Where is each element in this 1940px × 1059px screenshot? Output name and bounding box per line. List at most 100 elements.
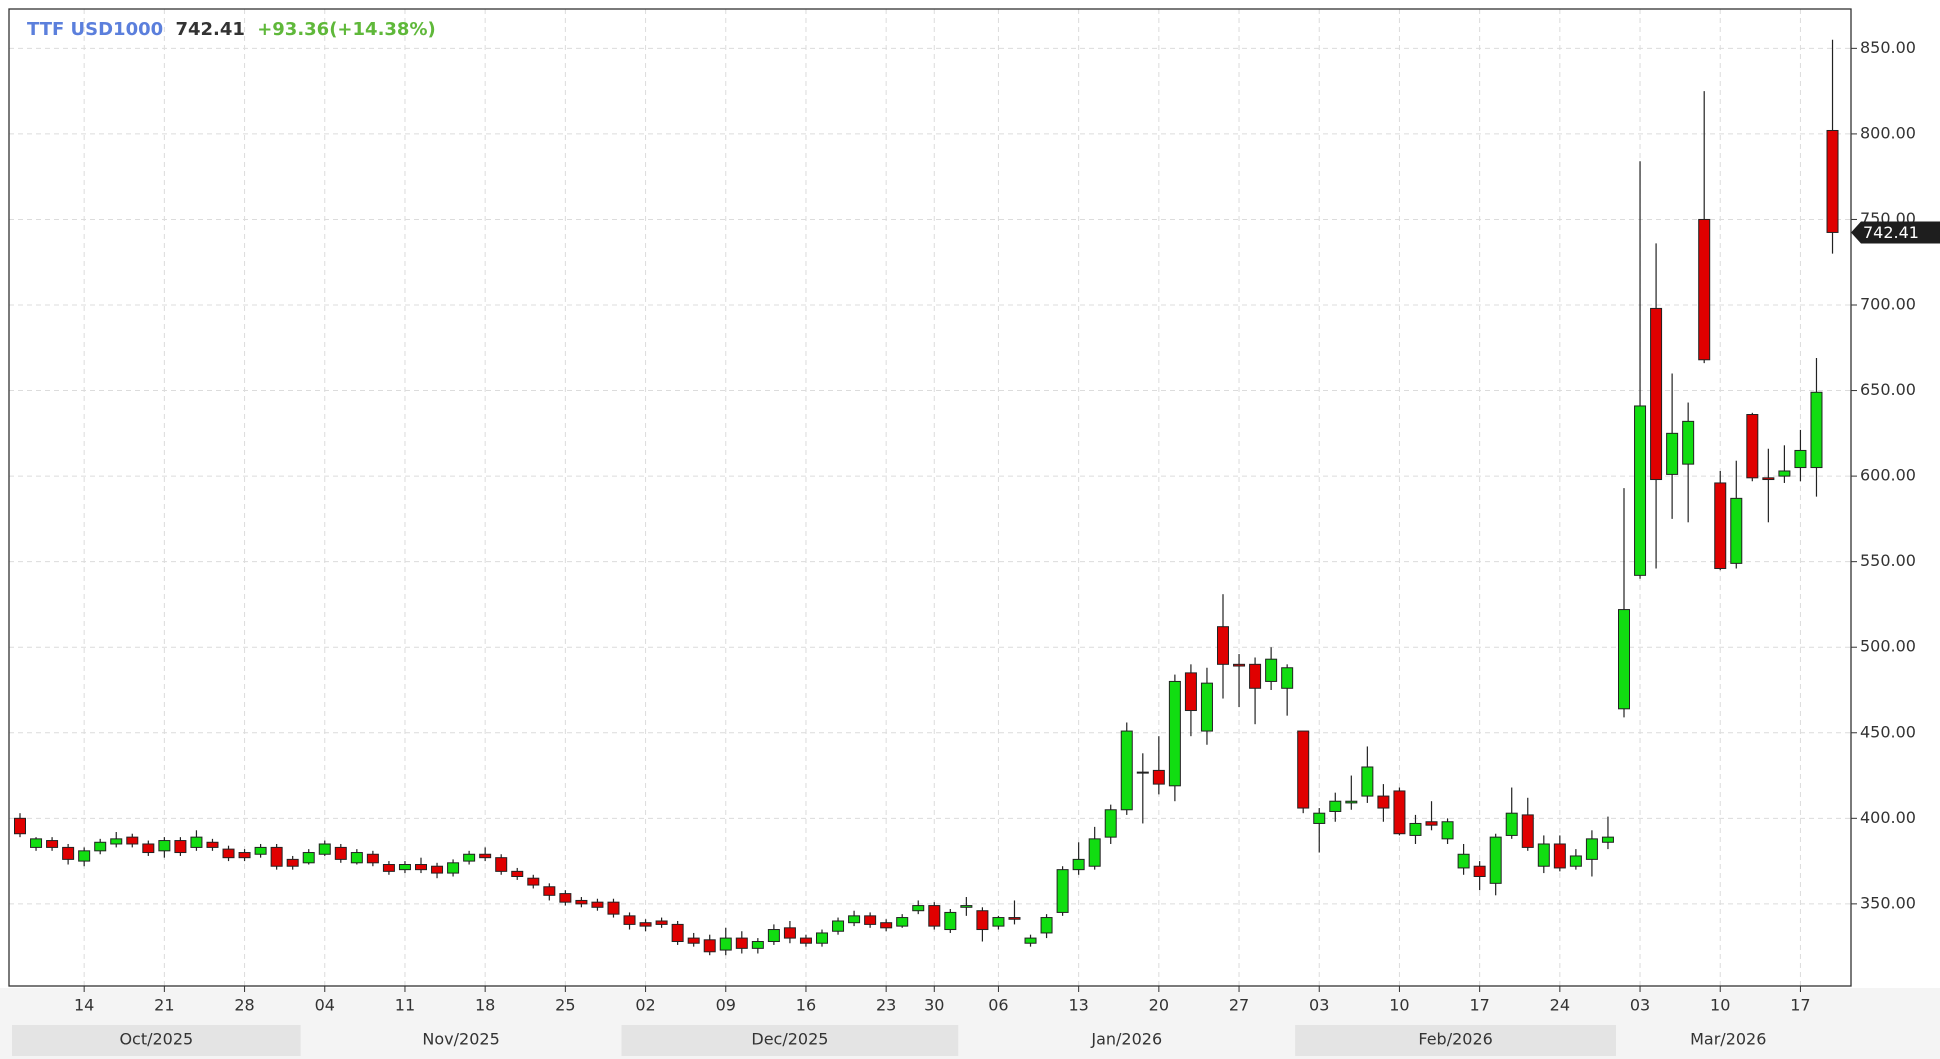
candle-body [992,917,1005,927]
x-tick-label: 10 [1389,996,1409,1015]
candle-body [447,862,460,874]
candle-body [62,846,75,860]
candle-body [783,927,796,939]
candle-body [222,848,235,859]
month-band [621,1025,959,1056]
candle-body [495,857,508,872]
candle-body [286,858,299,867]
header: TTF USD1000 742.41 +93.36(+14.38%) [27,19,436,40]
month-band [958,1025,1296,1056]
candle-body [46,840,59,848]
month-band [1615,1025,1841,1056]
candle-body [158,840,171,852]
price-tag [1851,221,1940,244]
candle-body [848,915,861,924]
candle-body [719,937,732,951]
y-tick-label: 550.00 [1860,551,1916,570]
month-band [300,1025,622,1056]
candle-body [639,922,652,927]
candle-body [366,853,379,864]
candle-body [142,843,155,854]
month-label: Feb/2026 [1418,1030,1492,1049]
candle-body [864,915,877,925]
candle-body [1425,821,1438,826]
candle-body [318,843,331,855]
candle-body [1441,821,1454,840]
candle-body [254,846,267,855]
y-tick-label: 400.00 [1860,808,1916,827]
candle-body [1634,405,1647,576]
candle-body [1265,658,1278,682]
candle-body [1184,672,1197,712]
candle-body [623,915,636,925]
candle-body [206,841,219,848]
candle-body [1666,432,1679,475]
candle-body [1650,307,1663,481]
x-tick-label: 21 [154,996,174,1015]
candle-body [527,877,540,886]
x-tick-label: 03 [1309,996,1329,1015]
y-tick-label: 650.00 [1860,380,1916,399]
x-tick-label: 17 [1790,996,1810,1015]
candle-body [1152,769,1165,785]
candle-body [751,941,764,949]
candle-body [1329,800,1342,812]
candle-body [1585,838,1598,860]
candle-body [1505,812,1518,836]
x-tick-label: 28 [234,996,254,1015]
candle-body [703,939,716,953]
candle-body [655,920,668,925]
candle-body [607,901,620,915]
candle-body [1200,682,1213,732]
candle-body [1168,680,1181,787]
x-tick-label: 06 [988,996,1008,1015]
x-tick-label: 02 [635,996,655,1015]
candle-body [1698,218,1711,361]
candle-body [880,922,893,929]
x-tick-label: 17 [1469,996,1489,1015]
candle-body [30,838,43,848]
candle-body [1120,730,1133,811]
candle-body [78,850,91,862]
x-tick-label: 03 [1630,996,1650,1015]
candle-body [912,905,925,912]
candle-body [832,920,845,932]
candle-body [559,893,572,903]
plot-frame [8,8,1852,987]
candle-body [1730,497,1743,564]
candle-body [1618,609,1630,710]
candle-body [334,846,347,860]
x-tick-label: 27 [1229,996,1249,1015]
candle-body [1762,477,1775,481]
x-tick-label: 20 [1149,996,1169,1015]
candle-body [1714,482,1727,570]
candle-body [1393,790,1406,835]
candle-body [1313,812,1326,824]
candle-body [976,910,989,931]
candle-body [350,852,363,864]
candle-body [110,838,123,845]
change: +93.36(+14.38%) [257,19,436,40]
grid [9,9,1851,986]
x-tick-label: 10 [1710,996,1730,1015]
candle-body [238,852,251,859]
candle-body [1297,730,1310,809]
candle-body [671,923,684,943]
x-tick-label: 14 [74,996,94,1015]
candle-body [767,929,780,943]
candle-body [1794,449,1807,469]
month-label: Jan/2026 [1090,1030,1162,1049]
candle-body [1569,855,1582,867]
month-label: Dec/2025 [751,1030,828,1049]
month-label: Nov/2025 [422,1030,499,1049]
candle-body [1810,391,1823,469]
candle-body [1826,129,1839,233]
candle-body [511,870,524,877]
candle-body [1008,917,1021,920]
candle-body [816,932,828,944]
candle-body [190,836,203,848]
x-tick-label: 16 [796,996,816,1015]
candle-body [463,853,476,862]
month-label: Oct/2025 [119,1030,193,1049]
